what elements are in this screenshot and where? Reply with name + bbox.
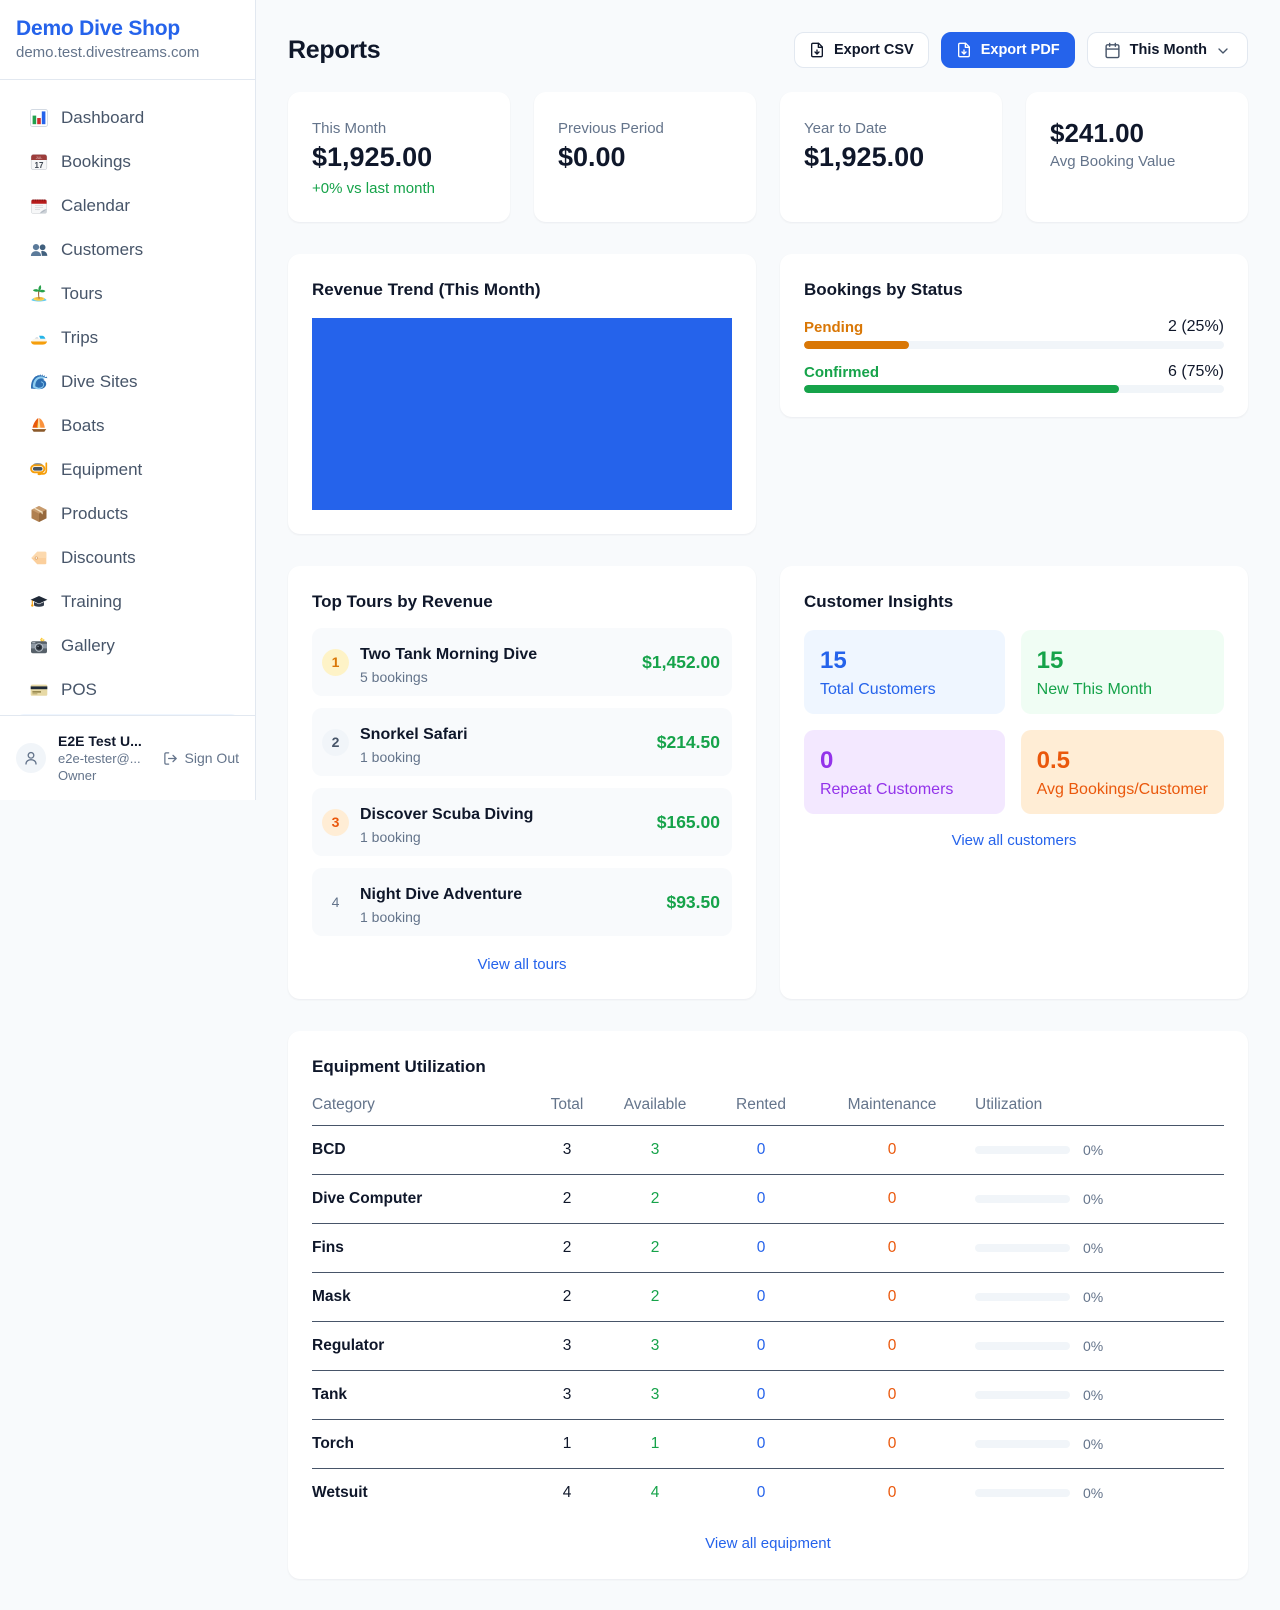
- svg-text:JUL: JUL: [36, 156, 42, 160]
- svg-text:17: 17: [35, 161, 44, 170]
